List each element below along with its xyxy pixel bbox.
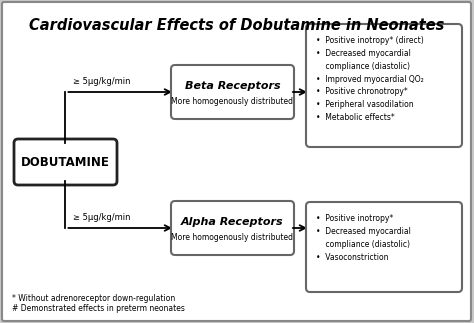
Text: Alpha Receptors: Alpha Receptors <box>181 216 284 226</box>
Text: More homogenously distributed: More homogenously distributed <box>172 233 293 242</box>
Text: * Without adrenoreceptor down-regulation: * Without adrenoreceptor down-regulation <box>12 294 175 303</box>
Text: ≥ 5μg/kg/min: ≥ 5μg/kg/min <box>73 77 131 86</box>
Text: •  Positive inotropy* (direct)
•  Decreased myocardial
    compliance (diastolic: • Positive inotropy* (direct) • Decrease… <box>316 36 424 122</box>
Text: •  Positive inotropy*
•  Decreased myocardial
    compliance (diastolic)
•  Vaso: • Positive inotropy* • Decreased myocard… <box>316 214 411 262</box>
Text: Cardiovascular Effects of Dobutamine in Neonates: Cardiovascular Effects of Dobutamine in … <box>29 18 445 33</box>
Text: Beta Receptors: Beta Receptors <box>185 80 280 90</box>
FancyBboxPatch shape <box>171 65 294 119</box>
Text: # Demonstrated effects in preterm neonates: # Demonstrated effects in preterm neonat… <box>12 304 185 313</box>
Text: More homogenously distributed: More homogenously distributed <box>172 97 293 106</box>
Text: ≥ 5μg/kg/min: ≥ 5μg/kg/min <box>73 213 131 222</box>
Text: DOBUTAMINE: DOBUTAMINE <box>21 155 110 169</box>
FancyBboxPatch shape <box>2 2 471 321</box>
FancyBboxPatch shape <box>306 202 462 292</box>
FancyBboxPatch shape <box>306 24 462 147</box>
FancyBboxPatch shape <box>14 139 117 185</box>
FancyBboxPatch shape <box>171 201 294 255</box>
